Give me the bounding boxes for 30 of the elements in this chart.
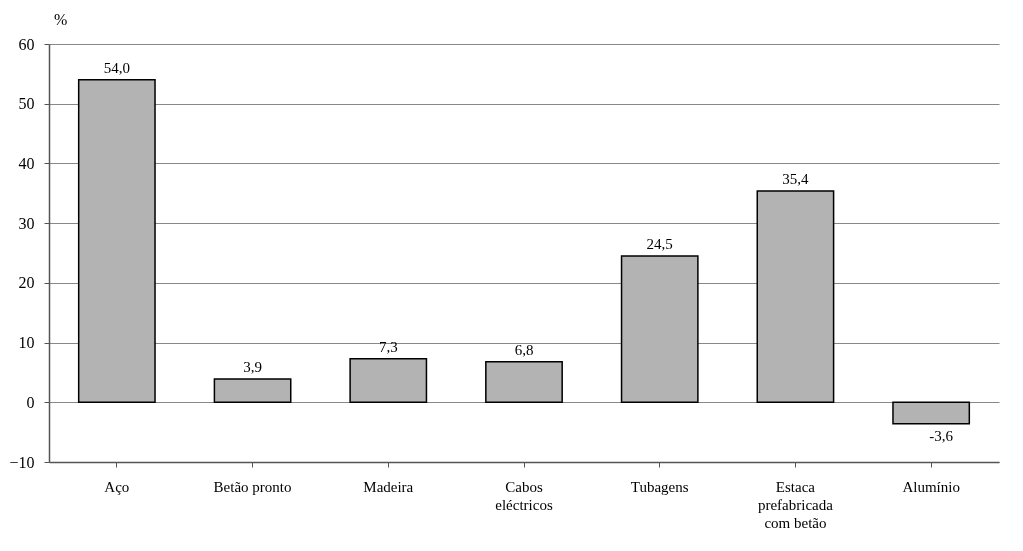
x-tick-label: Cabos eléctricos (495, 478, 553, 513)
bar (213, 378, 292, 404)
data-label: 6,8 (514, 341, 534, 358)
y-tick-label: 60 (18, 35, 35, 53)
bar (756, 190, 835, 404)
x-tick-label: Estaca prefabricada com betão (757, 478, 834, 531)
bar (620, 255, 699, 404)
y-tick-label: 10 (18, 334, 35, 352)
y-tick-label: 40 (18, 154, 35, 172)
bar (349, 357, 428, 404)
x-tick-label: Alumínio (902, 478, 960, 495)
x-tick-label: Betão pronto (213, 478, 292, 495)
data-label: 7,3 (378, 338, 398, 355)
bar (485, 360, 563, 404)
y-tick-label: −10 (9, 453, 35, 471)
y-tick-label: 0 (26, 393, 35, 411)
bar (892, 401, 971, 425)
y-tick-label: 30 (18, 214, 35, 232)
x-tick-label: Madeira (363, 478, 414, 495)
data-label: 24,5 (646, 235, 673, 252)
data-label: 54,0 (103, 59, 130, 76)
data-label: 3,9 (243, 359, 262, 375)
y-axis-title: % (54, 11, 68, 28)
data-label: 35,4 (782, 170, 810, 187)
x-tick-label: Aço (104, 478, 130, 495)
y-tick-label: 50 (18, 95, 35, 113)
x-tick-label: Tubagens (630, 478, 689, 495)
data-label: -3,6 (929, 427, 954, 444)
bar (77, 79, 156, 404)
y-tick-label: 20 (18, 274, 35, 292)
